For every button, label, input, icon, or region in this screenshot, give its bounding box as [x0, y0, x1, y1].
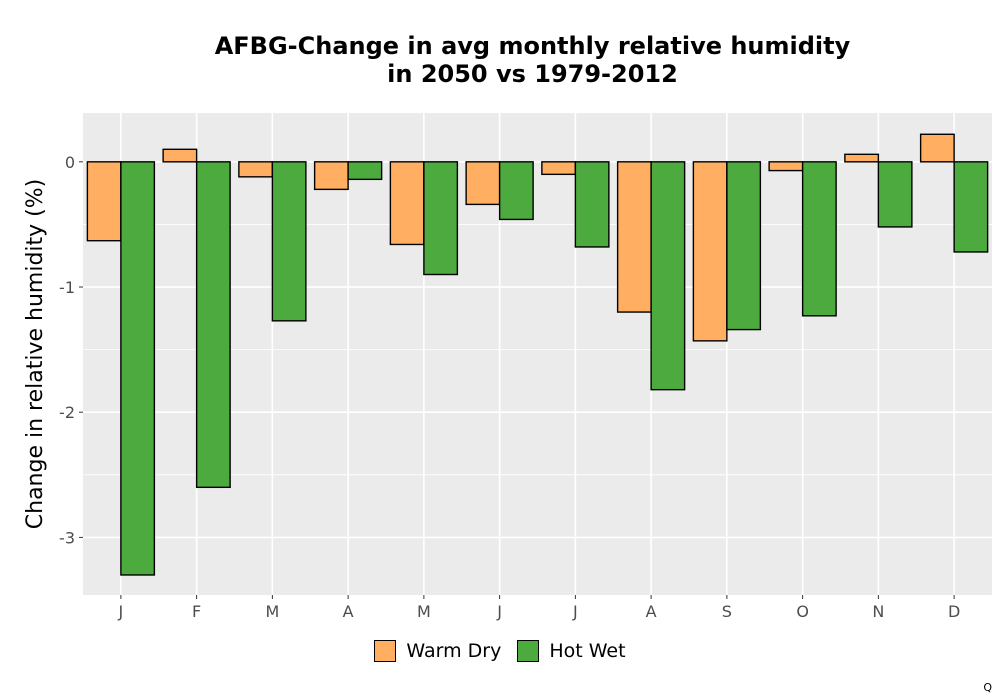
chart-title-line-1: AFBG-Change in avg monthly relative humi…: [214, 32, 851, 60]
bar-warm-dry: [465, 161, 501, 206]
legend-item-warm-dry: Warm Dry: [374, 640, 501, 662]
bar-hot-wet: [423, 161, 459, 276]
x-tick-label: M: [265, 602, 279, 621]
y-tick-label: -1: [59, 278, 75, 297]
y-tick-label: -3: [59, 528, 75, 547]
x-tick-label: D: [948, 602, 960, 621]
bar-warm-dry: [313, 161, 349, 191]
legend-label-warm-dry: Warm Dry: [406, 640, 502, 662]
bar-warm-dry: [919, 133, 955, 163]
bar-warm-dry: [86, 161, 122, 242]
bar-warm-dry: [389, 161, 425, 246]
y-axis-label: Change in relative humidity (%): [23, 179, 48, 529]
legend-item-hot-wet: Hot Wet: [517, 640, 626, 662]
bar-hot-wet: [271, 161, 307, 322]
x-tick-label: F: [192, 602, 201, 621]
x-tick-label: J: [572, 602, 578, 621]
legend-swatch-hot-wet: [517, 640, 540, 662]
bars: [86, 133, 989, 576]
x-tick-label: M: [417, 602, 431, 621]
bar-hot-wet: [120, 161, 156, 576]
bar-hot-wet: [726, 161, 762, 331]
x-tick-label: S: [722, 602, 732, 621]
x-tick-label: A: [343, 602, 354, 621]
bar-hot-wet: [877, 161, 913, 228]
axes: 0 -1 -2 -3 J F M A M J J A S O N D: [59, 153, 960, 621]
corner-mark: Q: [983, 681, 992, 694]
bar-hot-wet: [347, 161, 383, 181]
bar-warm-dry: [238, 161, 274, 178]
bar-warm-dry: [162, 148, 198, 163]
legend: Warm Dry Hot Wet: [0, 640, 1000, 662]
bar-hot-wet: [650, 161, 686, 391]
chart-title: AFBG-Change in avg monthly relative humi…: [65, 32, 1000, 88]
x-tick-label: J: [496, 602, 502, 621]
bar-hot-wet: [801, 161, 837, 317]
y-tick-label: -2: [59, 403, 75, 422]
bar-hot-wet: [953, 161, 989, 253]
bar-warm-dry: [844, 153, 880, 163]
x-tick-label: A: [646, 602, 657, 621]
chart-title-line-2: in 2050 vs 1979-2012: [387, 60, 678, 88]
y-tick-label: 0: [65, 153, 75, 172]
bar-warm-dry: [616, 161, 652, 313]
bar-hot-wet: [195, 161, 231, 489]
bar-warm-dry: [692, 161, 728, 342]
bar-warm-dry: [768, 161, 804, 172]
x-tick-label: N: [872, 602, 884, 621]
x-tick-label: O: [796, 602, 809, 621]
bar-warm-dry: [541, 161, 577, 176]
legend-label-hot-wet: Hot Wet: [549, 640, 626, 662]
plot-panel: [83, 113, 992, 595]
bar-hot-wet: [498, 161, 534, 221]
x-tick-label: J: [118, 602, 124, 621]
legend-swatch-warm-dry: [374, 640, 397, 662]
bar-hot-wet: [574, 161, 610, 248]
